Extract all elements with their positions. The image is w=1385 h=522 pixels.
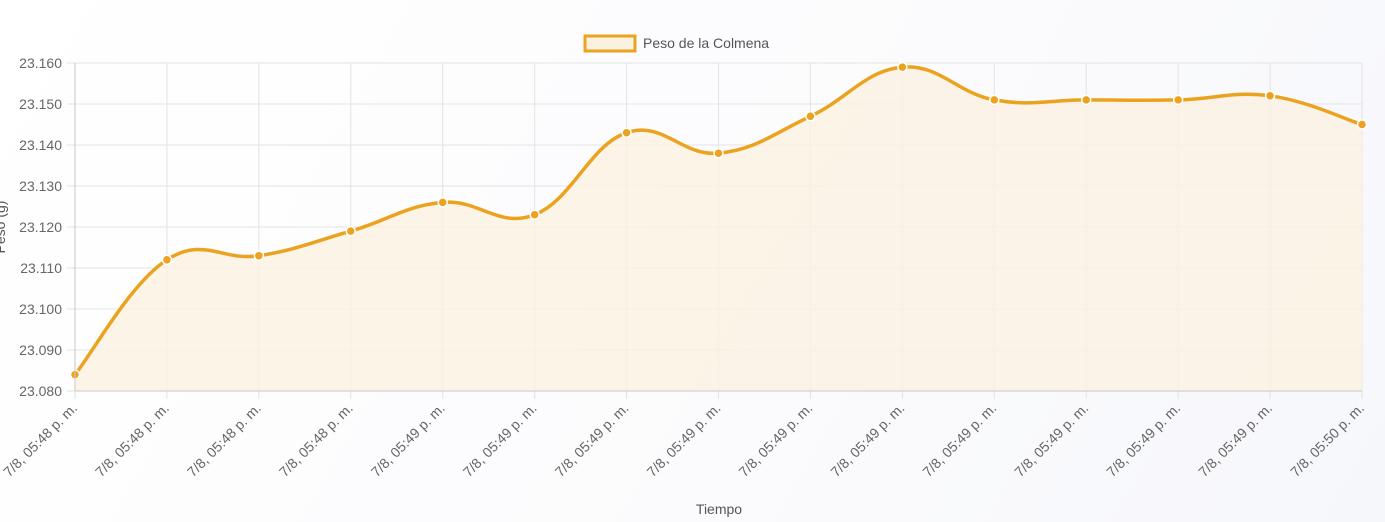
area-fill — [75, 66, 1362, 391]
x-tick-label: 7/8, 05:49 p. m. — [1011, 400, 1091, 480]
data-point[interactable] — [1356, 119, 1368, 130]
y-tick-label: 23.130 — [19, 178, 62, 194]
data-point[interactable] — [161, 254, 173, 266]
x-tick-label: 7/8, 05:48 p. m. — [184, 400, 264, 480]
data-point[interactable] — [1264, 90, 1276, 102]
data-point[interactable] — [529, 209, 540, 220]
legend-label[interactable]: Peso de la Colmena — [643, 35, 769, 51]
x-tick-label: 7/8, 05:49 p. m. — [644, 400, 724, 480]
x-tick-label: 7/8, 05:49 p. m. — [1103, 400, 1183, 480]
data-point[interactable] — [1080, 94, 1092, 106]
y-axis-title: Peso (g) — [0, 201, 8, 254]
data-point[interactable] — [621, 127, 632, 138]
x-tick-label: 7/8, 05:49 p. m. — [735, 400, 815, 480]
x-tick-label: 7/8, 05:49 p. m. — [552, 400, 632, 480]
legend-swatch[interactable] — [583, 34, 637, 53]
y-axis: 23.080 23.090 23.100 23.110 23.120 23.130 23.1… — [19, 55, 76, 399]
x-tick-label: 7/8, 05:48 p. m. — [92, 400, 172, 480]
x-tick-label: 7/8, 05:49 p. m. — [827, 400, 907, 480]
y-tick-label: 23.140 — [19, 137, 62, 153]
y-tick-label: 23.120 — [19, 219, 62, 235]
series-line-path — [73, 65, 1364, 377]
data-point[interactable] — [253, 250, 265, 261]
data-point[interactable] — [989, 94, 1000, 106]
x-tick-label: 7/8, 05:50 p. m. — [1287, 400, 1367, 480]
x-tick-label: 7/8, 05:48 p. m. — [0, 400, 80, 480]
data-point[interactable] — [713, 147, 724, 159]
x-tick-label: 7/8, 05:49 p. m. — [460, 400, 540, 480]
x-axis: 7/8, 05:48 p. m. 7/8, 05:48 p. m. 7/8, 05:… — [0, 390, 1367, 480]
y-tick-label: 23.110 — [20, 260, 62, 276]
legend[interactable]: Peso de la Colmena — [583, 34, 769, 53]
data-point[interactable] — [897, 61, 908, 73]
area-fill-path — [75, 66, 1362, 391]
y-tick-label: 23.080 — [19, 383, 62, 399]
x-axis-title: Tiempo — [696, 501, 742, 517]
y-tick-label: 23.160 — [19, 55, 62, 71]
data-point[interactable] — [437, 197, 448, 208]
x-tick-label: 7/8, 05:49 p. m. — [1195, 400, 1275, 480]
x-tick-label: 7/8, 05:49 p. m. — [919, 400, 999, 480]
x-tick-label: 7/8, 05:49 p. m. — [368, 400, 448, 480]
data-point[interactable] — [1172, 94, 1184, 106]
y-tick-label: 23.090 — [19, 342, 62, 358]
series-line — [73, 65, 1364, 377]
data-point[interactable] — [345, 225, 357, 237]
y-tick-label: 23.100 — [19, 301, 62, 317]
data-points — [69, 61, 1368, 380]
x-tick-label: 7/8, 05:48 p. m. — [276, 400, 356, 480]
data-point[interactable] — [805, 111, 816, 122]
y-tick-label: 23.150 — [19, 96, 62, 112]
